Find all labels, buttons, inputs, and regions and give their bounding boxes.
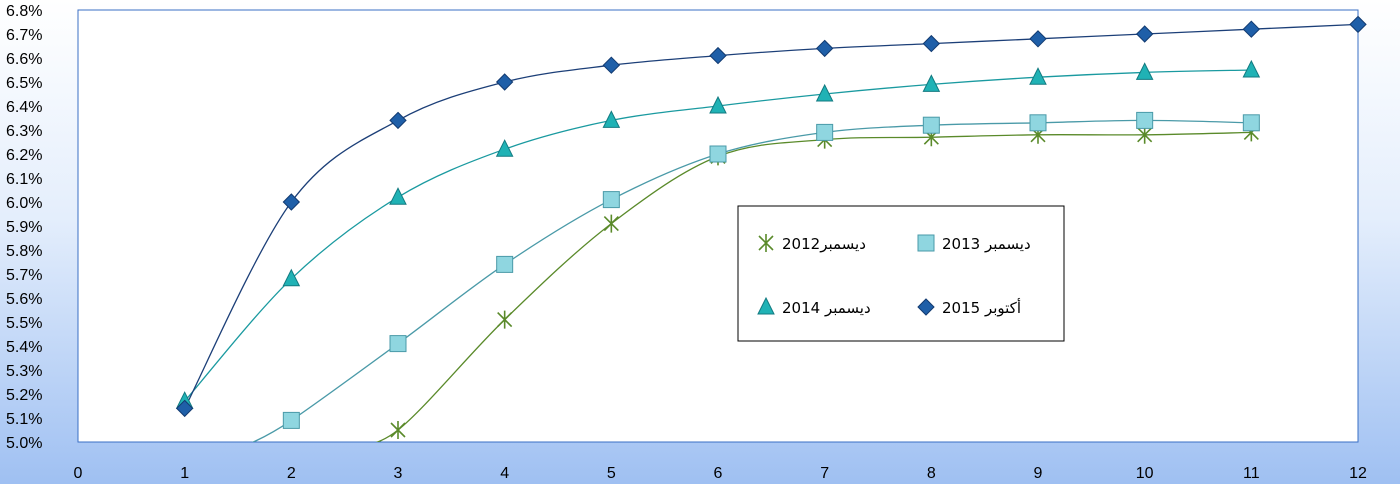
y-tick-label: 5.0%	[6, 435, 42, 452]
legend-label: ديسمبر 2014	[782, 299, 871, 317]
data-point	[389, 187, 407, 205]
y-tick-label: 6.2%	[6, 147, 42, 164]
data-point	[389, 335, 407, 353]
data-point	[282, 193, 301, 211]
data-point	[497, 310, 513, 329]
legend-label: أكتوبر 2015	[942, 298, 1021, 317]
data-point	[175, 399, 194, 418]
x-tick-label: 8	[927, 465, 936, 482]
data-point	[1242, 59, 1261, 78]
data-point	[390, 421, 406, 439]
data-point	[602, 191, 620, 209]
data-point	[1029, 67, 1047, 85]
y-tick-label: 6.8%	[6, 3, 42, 20]
series-line	[375, 131, 1252, 442]
x-tick-label: 2	[287, 465, 296, 482]
data-point	[603, 214, 619, 233]
x-tick-label: 0	[74, 465, 83, 482]
data-point	[1135, 62, 1154, 80]
legend-label: ديسمبر 2013	[942, 235, 1031, 253]
data-point	[495, 139, 514, 157]
y-tick-label: 5.6%	[6, 291, 42, 308]
y-tick-label: 5.7%	[6, 267, 42, 284]
legend-marker	[757, 296, 775, 315]
legend: ديسمبر2012 ديسمبر 2013 ديسمبر 2014 أكتوبر 2…	[737, 205, 1065, 342]
y-tick-label: 5.3%	[6, 363, 42, 380]
x-tick-label: 12	[1349, 465, 1367, 482]
x-tick-label: 11	[1243, 465, 1260, 482]
y-tick-label: 5.8%	[6, 243, 42, 260]
data-point	[709, 95, 727, 114]
y-tick-label: 5.5%	[6, 315, 42, 332]
x-tick-label: 10	[1136, 465, 1154, 482]
y-tick-label: 5.2%	[6, 387, 42, 404]
data-point	[282, 411, 300, 429]
data-point	[1029, 30, 1047, 48]
data-point	[1136, 111, 1154, 129]
y-tick-label: 6.3%	[6, 123, 42, 140]
data-point	[1349, 15, 1367, 34]
y-tick-label: 6.0%	[6, 195, 42, 212]
data-point	[282, 268, 301, 287]
data-point	[816, 123, 834, 141]
data-point	[815, 39, 834, 58]
legend-marker	[758, 234, 774, 252]
y-tick-label: 5.1%	[6, 411, 42, 428]
x-axis: 0 1 2 3 4 5 6 7 8 9 10 11 12	[74, 465, 1367, 482]
data-point	[1029, 114, 1047, 132]
y-tick-label: 6.6%	[6, 51, 42, 68]
legend-label: ديسمبر2012	[782, 235, 866, 253]
legend-box	[737, 205, 1065, 342]
y-axis: 5.0% 5.1% 5.2% 5.3% 5.4% 5.5% 5.6% 5.7% 5.8% 5.9%…	[6, 3, 42, 452]
x-tick-label: 6	[714, 465, 723, 482]
data-point	[389, 111, 407, 130]
x-tick-label: 7	[820, 465, 829, 482]
y-tick-label: 5.9%	[6, 219, 42, 236]
x-tick-label: 5	[607, 465, 616, 482]
legend-marker	[917, 234, 935, 252]
data-point	[1242, 114, 1260, 132]
y-tick-label: 6.4%	[6, 99, 42, 116]
data-point	[602, 110, 621, 128]
x-tick-label: 9	[1034, 465, 1043, 482]
data-point	[496, 255, 514, 273]
data-point	[1135, 25, 1154, 43]
data-point	[709, 145, 727, 163]
y-tick-label: 5.4%	[6, 339, 42, 356]
data-point	[602, 56, 621, 74]
y-tick-label: 6.5%	[6, 75, 42, 92]
x-tick-label: 1	[180, 465, 189, 482]
y-tick-label: 6.7%	[6, 27, 42, 44]
data-point	[1242, 20, 1261, 38]
data-point	[495, 73, 514, 91]
legend-marker	[917, 298, 935, 316]
x-tick-label: 3	[394, 465, 403, 482]
data-point	[922, 34, 941, 53]
data-point	[922, 74, 941, 92]
y-tick-label: 6.1%	[6, 171, 42, 188]
data-point	[922, 116, 940, 134]
x-tick-label: 4	[500, 465, 509, 482]
data-point	[709, 46, 727, 65]
data-point	[815, 83, 834, 102]
plot-area	[77, 9, 1359, 443]
series-markers	[175, 15, 1367, 439]
